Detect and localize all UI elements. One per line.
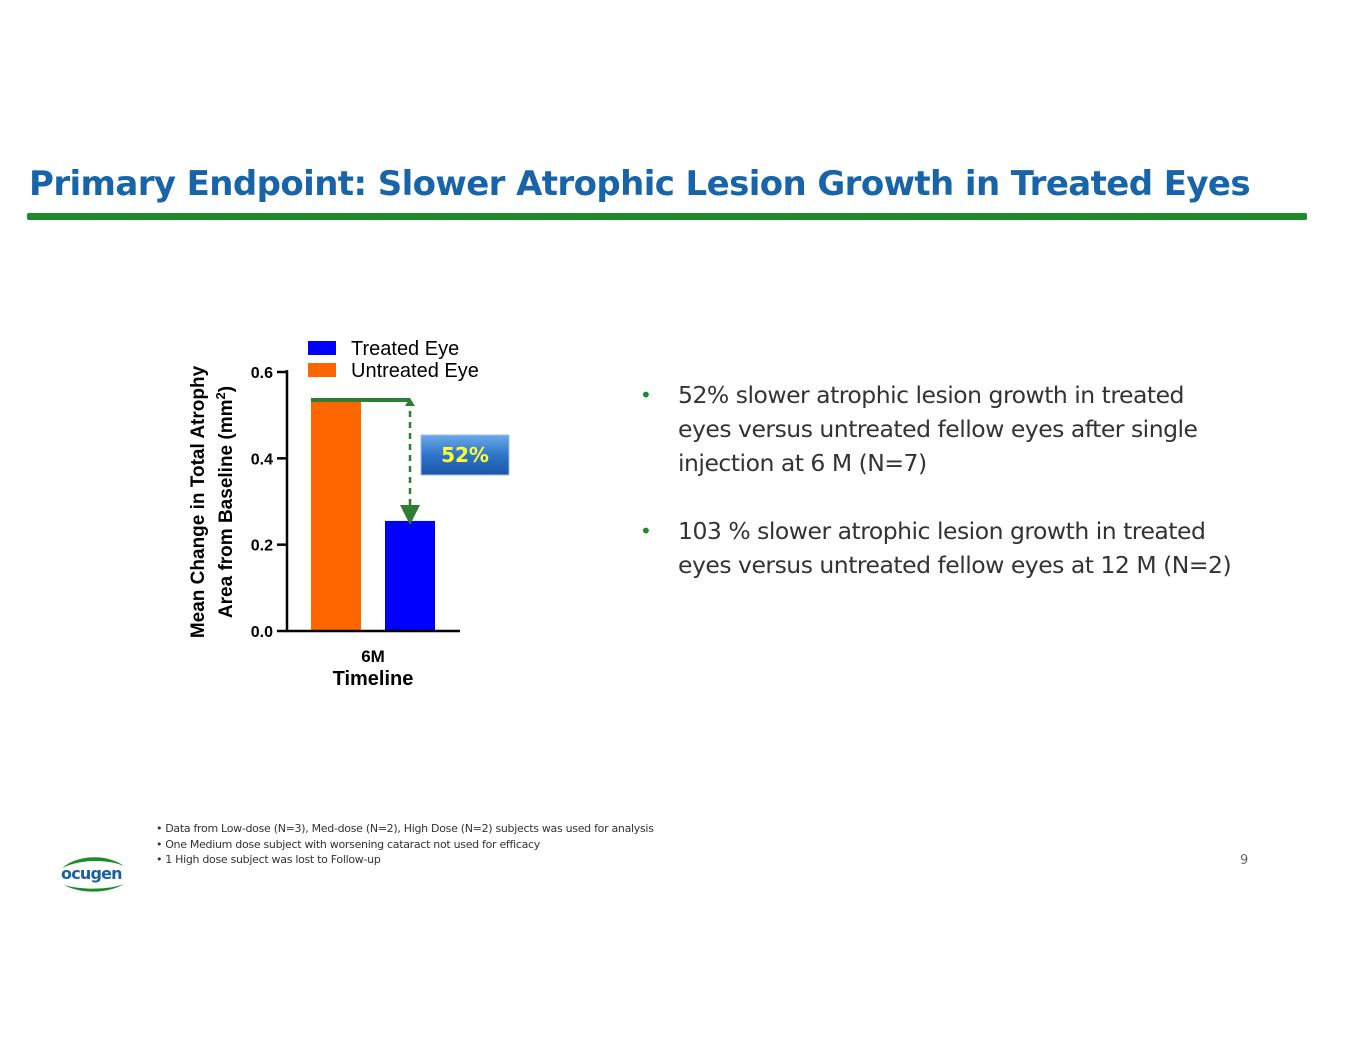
- page-number: 9: [1240, 853, 1249, 868]
- y-axis-title-line2: Area from Baseline (mm2): [213, 386, 237, 618]
- finding-item: • 103 % slower atrophic lesion growth in …: [640, 514, 1240, 582]
- y-tick-label: 0.2: [251, 538, 273, 555]
- title-divider: [27, 213, 1307, 220]
- y-axis-title: Mean Change in Total Atrophy Area from Ba…: [188, 365, 237, 638]
- footnote-item: Data from Low-dose (N=3), Med-dose (N=2)…: [156, 821, 654, 837]
- y-tick-label: 0.4: [251, 451, 273, 468]
- slide-title: Primary Endpoint: Slower Atrophic Lesion…: [29, 164, 1251, 204]
- chart-axes: 0.0 0.2 0.4 0.6 6M Timeline Mean Change in Tot…: [188, 365, 460, 690]
- footnotes: Data from Low-dose (N=3), Med-dose (N=2)…: [156, 821, 654, 868]
- chart-annotation: 52%: [311, 398, 510, 525]
- percent-callout-label: 52%: [441, 443, 489, 467]
- footnote-item: One Medium dose subject with worsening c…: [156, 837, 654, 853]
- finding-text: 103 % slower atrophic lesion growth in t…: [678, 517, 1232, 579]
- x-axis-title: Timeline: [333, 668, 414, 690]
- bar-treated-eye: [385, 520, 435, 631]
- legend-label-untreated-eye: Untreated Eye: [351, 360, 479, 382]
- finding-item: • 52% slower atrophic lesion growth in tr…: [640, 378, 1240, 480]
- arrow-up-head-icon: [405, 398, 415, 407]
- bullet-dot-icon: •: [640, 519, 652, 543]
- footnote-item: 1 High dose subject was lost to Follow-u…: [156, 852, 654, 868]
- legend-swatch-untreated-eye: [308, 363, 336, 377]
- bullet-dot-icon: •: [640, 383, 652, 407]
- lesion-growth-chart: Treated Eye Untreated Eye 52% 0.0 0.2 0.4 0.…: [180, 330, 520, 700]
- key-findings-list: • 52% slower atrophic lesion growth in tr…: [640, 378, 1240, 616]
- legend-swatch-treated-eye: [308, 341, 336, 355]
- y-tick-label: 0.0: [251, 624, 273, 641]
- y-axis-title-line1: Mean Change in Total Atrophy: [188, 365, 209, 638]
- logo-swoosh-icon: [62, 857, 124, 892]
- logo-text: ocugen: [61, 864, 123, 883]
- legend-label-treated-eye: Treated Eye: [351, 338, 459, 360]
- x-tick-label: 6M: [361, 647, 385, 666]
- finding-text: 52% slower atrophic lesion growth in tre…: [678, 381, 1198, 477]
- y-tick-label: 0.6: [251, 365, 273, 382]
- bar-untreated-eye: [311, 400, 361, 631]
- ocugen-logo: ocugen: [58, 854, 128, 894]
- chart-bars: [311, 400, 435, 631]
- percent-callout-box: [420, 434, 510, 476]
